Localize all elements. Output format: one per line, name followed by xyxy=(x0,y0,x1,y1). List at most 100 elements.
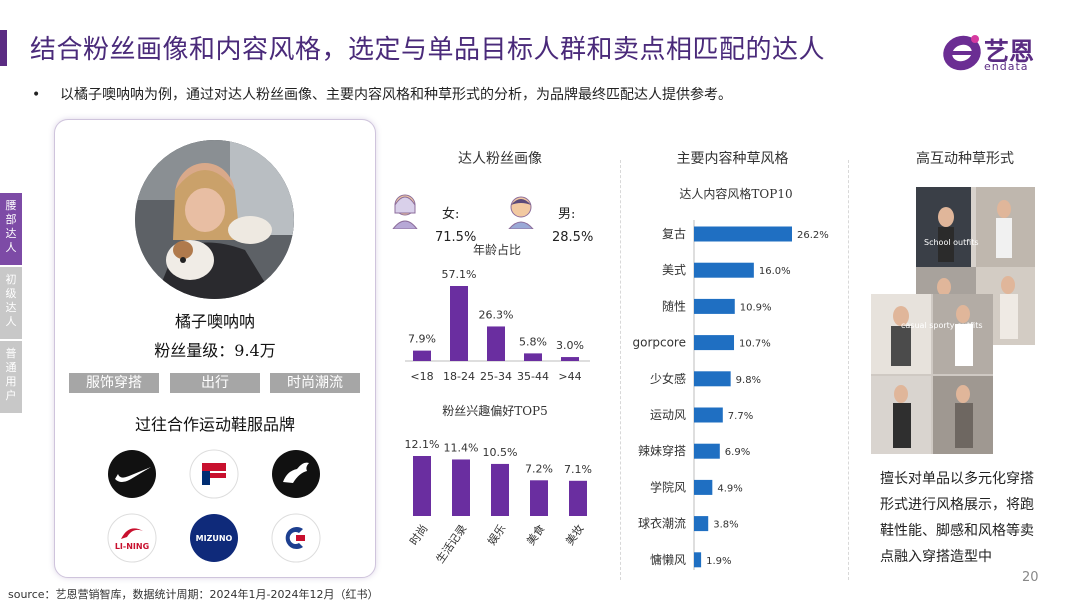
male-percent: 28.5% xyxy=(552,230,594,245)
logo-subtext: endata xyxy=(984,60,1029,73)
age-category-label: >44 xyxy=(558,370,581,383)
style-bar xyxy=(694,298,735,314)
side-tab-label: 腰部达人 xyxy=(5,199,17,254)
fans-label: 粉丝量级： xyxy=(154,341,235,360)
style-bar-value: 7.7% xyxy=(728,411,753,422)
style-bar-value: 1.9% xyxy=(706,556,731,567)
age-bar-chart: 年龄占比 7.9% <18 57.1% 18-24 26.3% 25-34 5.8% 35-44… xyxy=(405,242,590,383)
interest-bar-value: 7.1% xyxy=(564,463,592,476)
age-bar-value: 57.1% xyxy=(442,268,477,281)
brands-title: 过往合作运动鞋服品牌 xyxy=(134,415,295,434)
interest-bar-value: 7.2% xyxy=(525,462,553,475)
fila-logo-icon xyxy=(189,449,239,499)
side-tab-junior-influencer[interactable]: 初级达人 xyxy=(0,267,22,339)
male-icon xyxy=(508,196,534,229)
sporty-outfit-photo: casual sporty outfits xyxy=(871,294,993,454)
interest-bar xyxy=(569,480,587,516)
style-category-label: 美式 xyxy=(662,263,686,277)
fans-portrait-title: 达人粉丝画像 xyxy=(458,151,542,167)
age-bar-value: 5.8% xyxy=(519,335,547,348)
avatar xyxy=(135,140,294,299)
interest-bar xyxy=(452,459,470,516)
female-label: 女: xyxy=(442,207,460,222)
intro-bullet: • 以橘子噢呐呐为例，通过对达人粉丝画像、主要内容风格和种草形式的分析，为品牌最终… xyxy=(32,84,732,104)
style-chart-title: 达人内容风格TOP10 xyxy=(679,186,792,201)
photo-caption-1: School outfits xyxy=(924,238,979,247)
style-category-label: gorpcore xyxy=(632,336,686,350)
interaction-description: 擅长对单品以多元化穿搭形式进行风格展示，将跑鞋性能、脚感和风格等卖点融入穿搭造型… xyxy=(880,471,1034,565)
style-bar xyxy=(694,516,709,532)
style-category-label: 慵懒风 xyxy=(650,552,686,567)
column-divider xyxy=(620,160,621,580)
tag-fashion-trend: 时尚潮流 xyxy=(270,373,360,393)
age-chart-title: 年龄占比 xyxy=(473,242,521,257)
age-category-label: 25-34 xyxy=(480,370,512,383)
mizuno-logo-icon: MIZUNO xyxy=(190,514,238,562)
interest-bar xyxy=(530,480,548,516)
age-category-label: 35-44 xyxy=(517,370,549,383)
interest-bar-chart: 粉丝兴趣偏好TOP5 12.1% 时尚 11.4% 生活记录 10.5% 娱乐 7.2% 美食 7… xyxy=(405,403,592,566)
champion-logo-icon xyxy=(271,513,321,563)
column-divider xyxy=(848,160,849,580)
nike-logo-icon xyxy=(108,450,156,498)
side-tab-label: 初级达人 xyxy=(5,273,17,328)
style-category-label: 少女感 xyxy=(650,371,686,386)
style-category-label: 学院风 xyxy=(650,479,686,494)
style-bar xyxy=(694,479,713,495)
style-bar-chart: 达人内容风格TOP10 26.2% 复古 16.0% 美式 10.9% 随性 10.7% gor… xyxy=(632,186,829,570)
puma-logo-icon xyxy=(272,450,320,498)
svg-text:LI-NING: LI-NING xyxy=(115,542,149,551)
style-category-label: 球衣潮流 xyxy=(638,516,686,531)
style-bar xyxy=(694,371,731,387)
female-percent: 71.5% xyxy=(435,230,477,245)
style-category-label: 辣妹穿搭 xyxy=(638,443,686,458)
style-bar xyxy=(694,407,723,423)
age-bar xyxy=(561,357,579,361)
style-bar xyxy=(694,335,735,351)
style-category-label: 运动风 xyxy=(650,408,686,422)
age-category-label: <18 xyxy=(410,370,433,383)
side-tab-label: 普通用户 xyxy=(5,347,17,402)
influencer-name: 橘子噢呐呐 xyxy=(174,312,255,331)
male-label: 男: xyxy=(558,207,576,222)
title-accent-bar xyxy=(0,30,7,66)
page-title: 结合粉丝画像和内容风格，选定与单品目标人群和卖点相匹配的达人 xyxy=(30,35,826,65)
age-bar xyxy=(450,286,468,361)
age-bar xyxy=(413,350,431,361)
style-bar xyxy=(694,226,792,242)
style-bar-value: 9.8% xyxy=(736,375,761,386)
interaction-title: 高互动种草形式 xyxy=(916,151,1014,167)
interest-category-label: 娱乐 xyxy=(484,522,508,548)
interest-bar xyxy=(491,463,509,516)
interest-bar-value: 12.1% xyxy=(405,438,440,451)
style-bar xyxy=(694,262,754,278)
interest-bar-value: 10.5% xyxy=(483,446,518,459)
logo-text: 艺恩 xyxy=(984,37,1035,66)
style-bar xyxy=(694,443,720,459)
tag-fashion-outfit: 服饰穿搭 xyxy=(69,373,159,393)
interest-bar xyxy=(413,456,431,516)
style-bar-value: 10.9% xyxy=(740,302,772,313)
page-number: 20 xyxy=(1022,570,1039,585)
interest-bar-value: 11.4% xyxy=(444,441,479,454)
side-tab-normal-user[interactable]: 普通用户 xyxy=(0,341,22,413)
age-bar-value: 3.0% xyxy=(556,339,584,352)
age-bar xyxy=(524,353,542,361)
age-bar-value: 7.9% xyxy=(408,333,436,346)
avatar-photo xyxy=(135,140,294,299)
side-tabs: 腰部达人 初级达人 普通用户 xyxy=(0,193,22,415)
style-category-label: 复古 xyxy=(662,226,686,241)
bullet-dot-icon: • xyxy=(32,87,41,103)
side-tab-waist-influencer[interactable]: 腰部达人 xyxy=(0,193,22,265)
tag-travel: 出行 xyxy=(170,373,260,393)
style-bar-value: 6.9% xyxy=(725,447,750,458)
intro-text: 以橘子噢呐呐为例，通过对达人粉丝画像、主要内容风格和种草形式的分析，为品牌最终匹… xyxy=(60,87,732,103)
interest-chart-title: 粉丝兴趣偏好TOP5 xyxy=(442,403,548,418)
style-bar-value: 4.9% xyxy=(717,483,742,494)
fans-value: 9.4万 xyxy=(234,341,276,360)
fans-count: 粉丝量级：9.4万 xyxy=(0,337,430,361)
svg-text:MIZUNO: MIZUNO xyxy=(196,534,233,543)
style-category-label: 随性 xyxy=(662,298,686,313)
style-bar-value: 26.2% xyxy=(797,230,829,241)
style-bar-value: 16.0% xyxy=(759,266,791,277)
